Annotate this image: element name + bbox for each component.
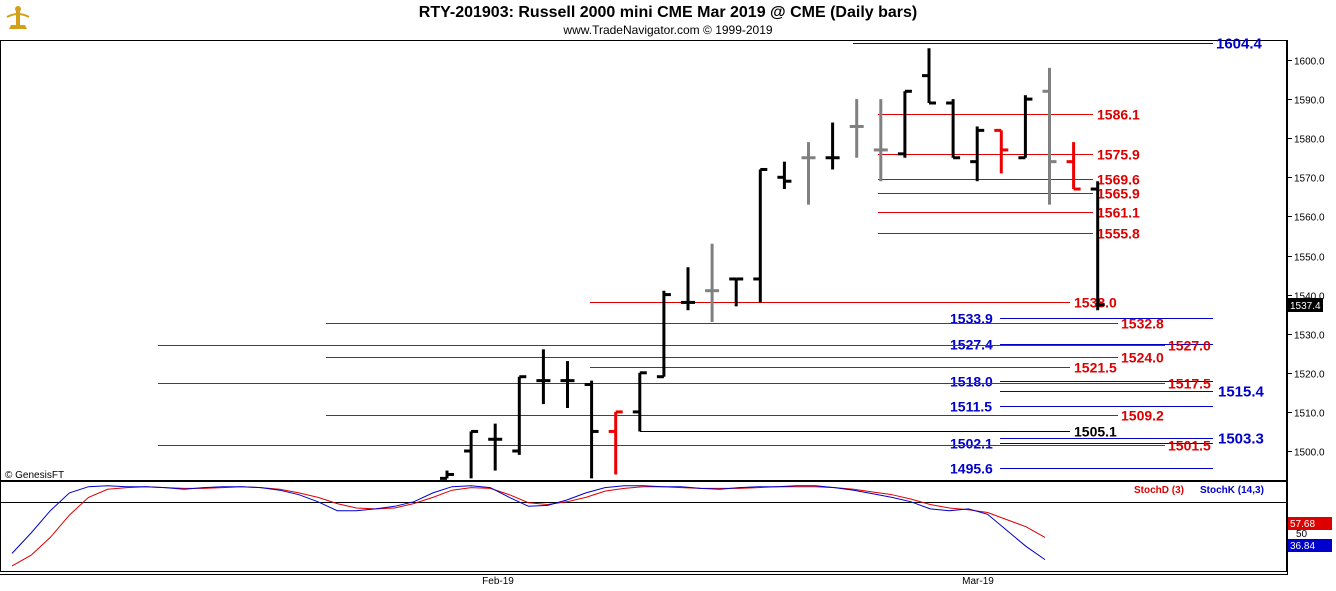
stoch-d-line (11, 486, 1046, 567)
level-label: 1505.1 (1074, 424, 1117, 440)
ohlc-bar (536, 349, 551, 405)
y-tick-label: 1570.0 (1294, 174, 1325, 185)
stoch-k-label: StochK (14,3) (1200, 485, 1264, 496)
ohlc-bar (994, 128, 1009, 174)
level-label: 1586.1 (1097, 107, 1140, 123)
x-tick-label: Feb-19 (482, 576, 514, 587)
current-price-tag-text: 1537.4 (1290, 301, 1321, 312)
ohlc-bar (1066, 142, 1081, 191)
ohlc-bar (656, 290, 671, 379)
ohlc-bar (946, 99, 961, 160)
ohlc-bar (849, 99, 864, 158)
level-label: 1527.0 (1168, 338, 1211, 354)
stoch-k-line (11, 485, 1046, 561)
level-label: 1517.5 (1168, 376, 1211, 392)
ohlc-bar (464, 429, 479, 479)
level-label: 1569.6 (1097, 172, 1140, 188)
ohlc-bar (1018, 95, 1033, 160)
ohlc-bar (922, 48, 936, 105)
level-label: 1509.2 (1121, 408, 1164, 424)
watermark-text: © GenesisFT (5, 470, 64, 481)
level-label: 1565.9 (1097, 186, 1140, 202)
stoch-k-value-tag (1288, 539, 1332, 552)
stochastic-lines (11, 485, 1046, 567)
stoch-d-label: StochD (3) (1134, 485, 1184, 496)
ohlc-bar (584, 380, 599, 479)
level-label: 1518.0 (950, 374, 993, 390)
price-bars (440, 48, 1105, 480)
y-tick-label: 1590.0 (1294, 96, 1325, 107)
ohlc-bar (608, 410, 623, 475)
indicator-panel-frame (0, 481, 1287, 572)
ohlc-bar (873, 99, 888, 182)
level-label: 1511.5 (950, 399, 992, 415)
y-tick-label: 1500.0 (1294, 448, 1325, 459)
level-label: 1604.4 (1216, 36, 1263, 53)
ohlc-bar (825, 122, 840, 170)
level-label: 1532.8 (1121, 316, 1164, 332)
price-panel-frame (0, 40, 1287, 481)
ohlc-bar (681, 267, 695, 311)
level-label: 1527.4 (950, 337, 993, 353)
level-label: 1501.5 (1168, 438, 1211, 454)
chart-title: RTY-201903: Russell 2000 mini CME Mar 20… (419, 4, 917, 21)
ohlc-bar (753, 167, 768, 303)
ohlc-bar (897, 89, 912, 158)
y-tick-label: 1510.0 (1294, 409, 1325, 420)
price-axis: 1500.0 1510.0 1520.0 1530.0 1540.0 1550.0 1560… (1287, 57, 1325, 459)
y-tick-label: 1600.0 (1294, 57, 1325, 68)
level-label: 1575.9 (1097, 147, 1140, 163)
level-label: 1524.0 (1121, 350, 1164, 366)
level-label: 1555.8 (1097, 226, 1140, 242)
copyright-text: www.TradeNavigator.com © 1999-2019 (562, 23, 772, 37)
current-price-tag (1288, 298, 1323, 312)
stoch-mid-label: 50 (1296, 529, 1308, 540)
ohlc-bar (970, 126, 985, 182)
ohlc-bar (440, 470, 454, 480)
stoch-d-value: 57.68 (1290, 519, 1315, 530)
ohlc-bar (488, 423, 503, 471)
ohlc-bar (560, 361, 575, 408)
level-label: 1515.4 (1218, 384, 1265, 401)
trade-navigator-logo-icon (3, 3, 33, 33)
level-label: 1538.0 (1074, 295, 1117, 311)
stoch-d-value-tag (1288, 517, 1332, 530)
level-label: 1561.1 (1097, 205, 1140, 221)
ohlc-bar (1042, 67, 1057, 205)
ohlc-bar (801, 142, 816, 205)
y-tick-label: 1580.0 (1294, 135, 1325, 146)
level-label: 1521.5 (1074, 360, 1117, 376)
level-label: 1533.9 (950, 311, 993, 327)
ohlc-bar (512, 375, 527, 455)
ohlc-bar (777, 161, 792, 190)
y-tick-label: 1530.0 (1294, 331, 1325, 342)
ohlc-bar (632, 371, 647, 432)
level-label: 1503.3 (1218, 431, 1264, 448)
level-label: 1502.1 (950, 436, 993, 452)
y-tick-label: 1520.0 (1294, 370, 1325, 381)
ohlc-bar (705, 243, 720, 322)
y-tick-label: 1560.0 (1294, 213, 1325, 224)
x-tick-label: Mar-19 (962, 576, 994, 587)
ohlc-bar (729, 277, 744, 307)
y-tick-label: 1540.0 (1294, 292, 1325, 303)
ohlc-bar (1090, 181, 1105, 311)
y-tick-label: 1550.0 (1294, 253, 1325, 264)
level-label: 1495.6 (950, 461, 993, 477)
stoch-k-value: 36.84 (1290, 541, 1315, 552)
